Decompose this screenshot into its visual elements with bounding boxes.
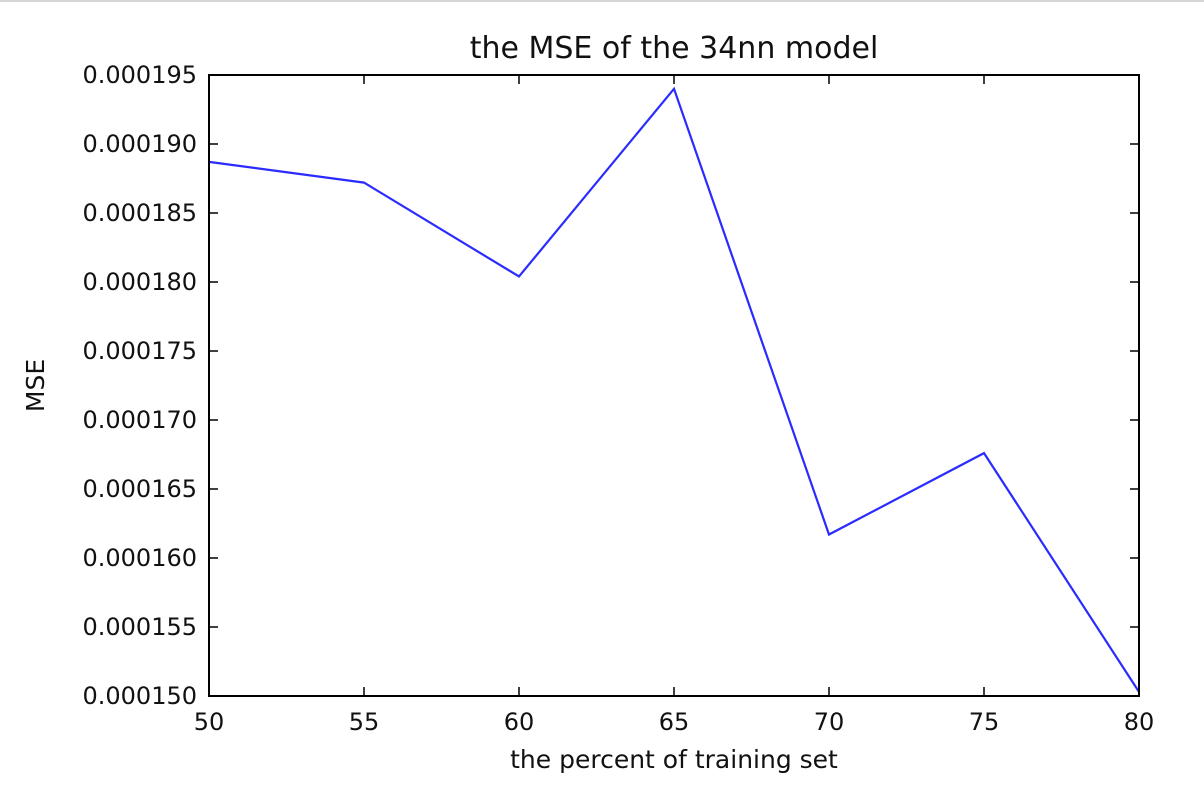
top-border	[0, 0, 1204, 2]
y-tick-label: 0.000150	[82, 682, 197, 710]
x-tick-label: 80	[1124, 708, 1155, 736]
x-tick-label: 65	[659, 708, 690, 736]
tick-labels-layer: 50 55 60 65 70 75 80 0.000150 0.000155 0.000160 0.…	[82, 61, 1154, 736]
plot-frame	[208, 74, 1140, 697]
points-layer	[207, 87, 1141, 694]
chart-title: the MSE of the 34nn model	[470, 31, 879, 66]
x-tick-label: 75	[969, 708, 1000, 736]
x-tick-label: 55	[349, 708, 380, 736]
y-tick-label: 0.000195	[82, 61, 197, 89]
y-tick-label: 0.000175	[82, 337, 197, 365]
x-axis-label: the percent of training set	[510, 745, 838, 774]
y-tick-label: 0.000180	[82, 268, 197, 296]
series-line-mse	[208, 86, 1140, 693]
ticks-layer	[208, 74, 1140, 697]
y-axis-label: MSE	[21, 359, 50, 412]
x-tick-label: 50	[194, 708, 225, 736]
y-tick-label: 0.000190	[82, 130, 197, 158]
x-tick-label: 60	[504, 708, 535, 736]
y-tick-label: 0.000170	[82, 406, 197, 434]
y-tick-label: 0.000185	[82, 199, 197, 227]
y-tick-label: 0.000160	[82, 544, 197, 572]
x-tick-label: 70	[814, 708, 845, 736]
y-tick-label: 0.000155	[82, 613, 197, 641]
y-tick-label: 0.000165	[82, 475, 197, 503]
